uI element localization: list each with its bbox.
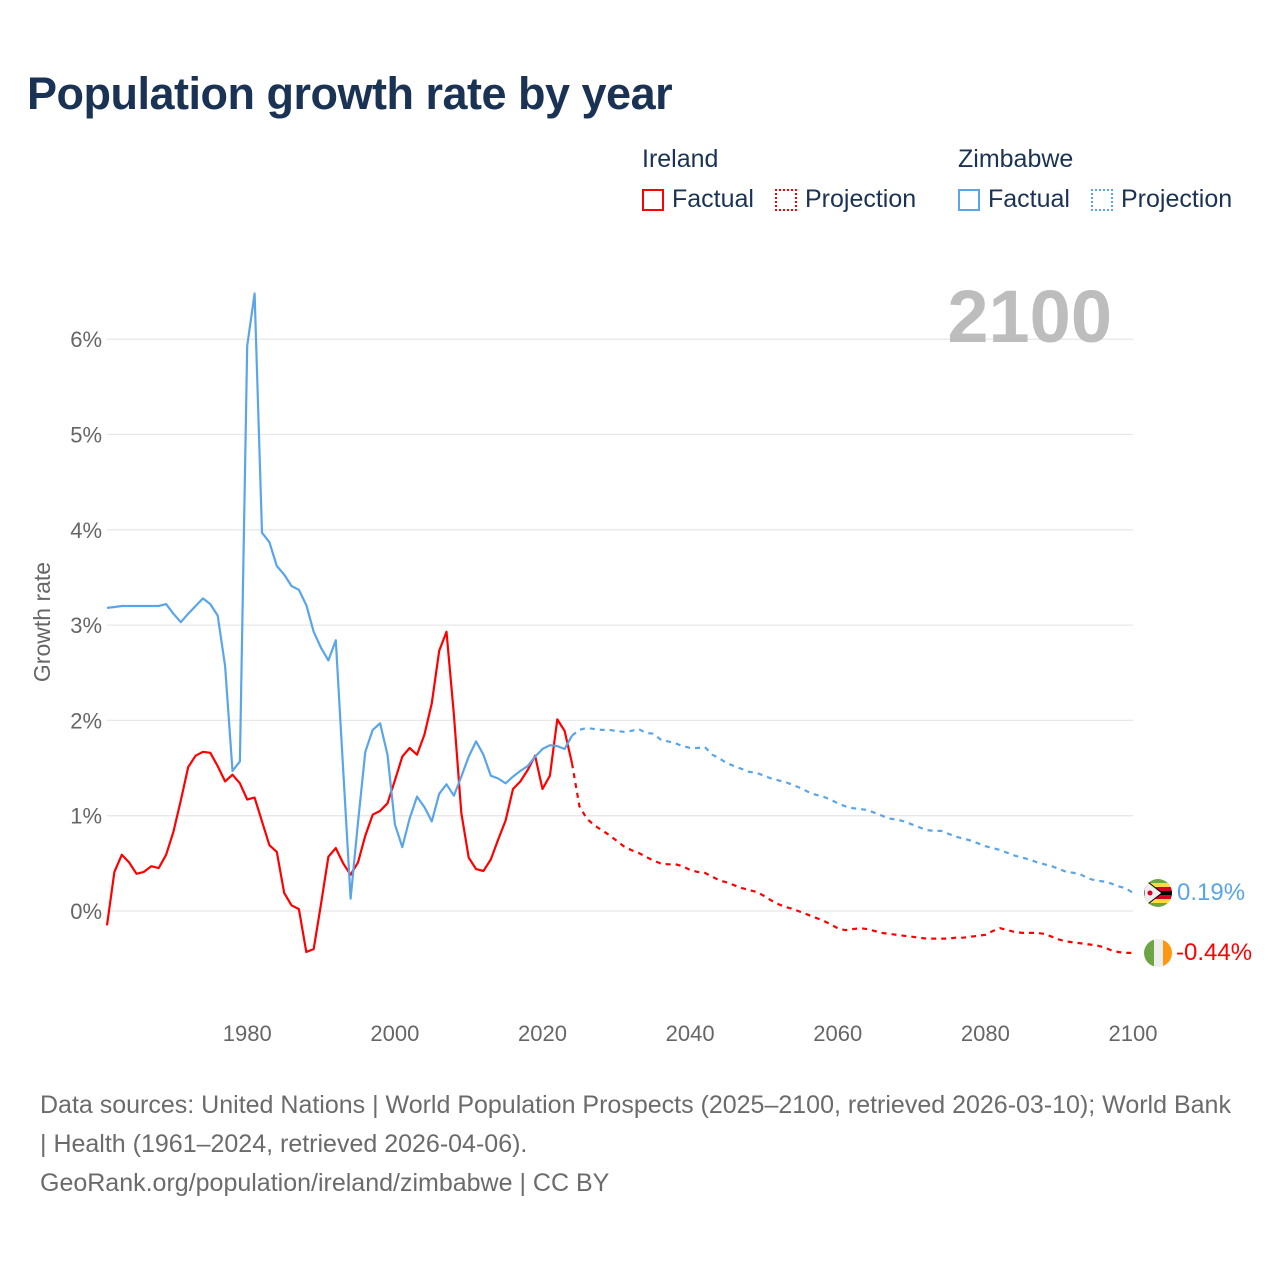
x-tick-label: 2020 <box>518 1021 567 1046</box>
legend-zimbabwe-factual[interactable]: Factual <box>958 185 1070 214</box>
series-zimbabwe-projection <box>571 726 1134 894</box>
y-tick-label: 1% <box>70 804 102 829</box>
x-tick-label: 2040 <box>666 1021 715 1046</box>
legend-zimbabwe-projection[interactable]: Projection <box>1091 185 1232 214</box>
current-year-label: 2100 <box>947 275 1112 358</box>
x-tick-label: 2060 <box>813 1021 862 1046</box>
y-tick-label: 2% <box>70 708 102 733</box>
x-tick-label: 2100 <box>1109 1021 1158 1046</box>
legend-label: Projection <box>1121 185 1233 213</box>
x-tick-label: 1980 <box>223 1021 272 1046</box>
legend-label: Factual <box>988 185 1070 213</box>
ireland-end-value: -0.44% <box>1176 939 1252 966</box>
y-tick-label: 0% <box>70 899 102 924</box>
legend-swatch-dotted <box>1091 188 1113 211</box>
data-sources: Data sources: United Nations | World Pop… <box>40 1091 1231 1158</box>
y-tick-label: 5% <box>70 423 102 448</box>
zimbabwe-flag-icon <box>1144 879 1172 907</box>
legend-label: Factual <box>672 185 754 213</box>
x-tick-label: 2000 <box>370 1021 419 1046</box>
legend-ireland-projection[interactable]: Projection <box>775 185 916 214</box>
series-ireland-factual <box>105 630 574 954</box>
series-ireland-projection <box>570 763 1133 954</box>
y-axis-label: Growth rate <box>29 562 55 682</box>
chart-title: Population growth rate by year <box>27 68 673 119</box>
legend-ireland-factual[interactable]: Factual <box>642 185 754 214</box>
x-tick-label: 2080 <box>961 1021 1010 1046</box>
footer: Data sources: United Nations | World Pop… <box>40 1086 1240 1203</box>
zimbabwe-end-value: 0.19% <box>1177 879 1245 906</box>
legend-label: Projection <box>805 185 917 213</box>
y-tick-label: 6% <box>70 327 102 352</box>
legend-swatch-dotted <box>775 188 797 211</box>
legend-swatch-solid <box>958 188 980 211</box>
legend-group-label: Ireland <box>642 145 719 173</box>
legend-group-label: Zimbabwe <box>958 145 1074 173</box>
y-tick-label: 3% <box>70 613 102 638</box>
ireland-flag-icon <box>1144 939 1172 967</box>
y-tick-label: 4% <box>70 518 102 543</box>
credit-link[interactable]: GeoRank.org/population/ireland/zimbabwe … <box>40 1169 610 1197</box>
legend-swatch-solid <box>642 188 664 211</box>
series-zimbabwe-factual <box>106 292 573 900</box>
